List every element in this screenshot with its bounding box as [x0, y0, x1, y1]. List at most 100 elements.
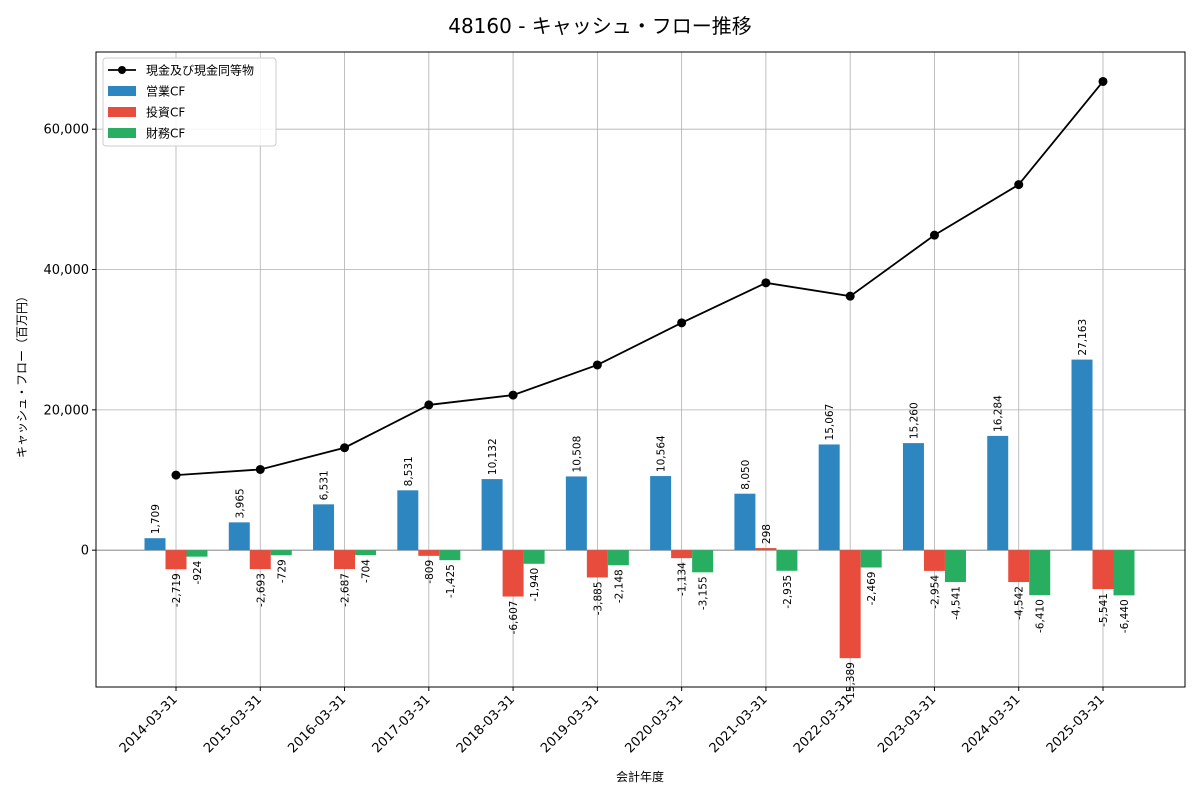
bar-operating [313, 504, 335, 551]
bar-value-label: -6,410 [1035, 599, 1047, 633]
bar-operating [1071, 359, 1093, 551]
bar-financing [523, 550, 545, 564]
cash-equivalents-point [929, 230, 939, 240]
legend-label: 財務CF [146, 126, 185, 141]
bar-operating [818, 444, 840, 551]
bar-value-label: -3,885 [592, 581, 604, 615]
bar-value-label: -729 [276, 559, 288, 583]
bar-financing [439, 550, 461, 561]
bar-value-label: 10,564 [656, 435, 668, 472]
chart-title: 48160 - キャッシュ・フロー推移 [448, 14, 752, 38]
bar-investing [923, 550, 945, 571]
bar-value-label: 6,531 [319, 470, 331, 500]
cash-equivalents-point [424, 400, 434, 410]
bar-investing [502, 550, 524, 597]
y-tick-label: 40,000 [44, 263, 90, 278]
bar-investing [1092, 550, 1114, 590]
bar-series-layer [144, 359, 1135, 659]
y-tick-label: 20,000 [44, 403, 90, 418]
legend-swatch [108, 107, 136, 117]
bar-value-label: 16,284 [993, 395, 1005, 432]
bar-value-label: -2,469 [866, 572, 878, 606]
cash-equivalents-point [171, 470, 181, 480]
bar-value-label: 8,050 [740, 460, 752, 490]
y-axis-label: キャッシュ・フロー（百万円） [15, 290, 29, 458]
bar-financing [270, 550, 292, 556]
bar-financing [355, 550, 377, 556]
axes: 0 20,000 40,000 60,000 2014-03-31 2015-03-31 2… [44, 51, 1186, 756]
bar-value-label: 10,132 [487, 438, 499, 475]
bar-label-layer: 1,709 3,965 6,531 8,531 10,132 10,508 10,564 8,… [150, 319, 1131, 703]
bar-value-label: -704 [361, 559, 373, 583]
bar-value-label: -2,148 [613, 569, 625, 603]
plot-frame [95, 51, 1186, 688]
bar-value-label: -4,541 [950, 586, 962, 620]
x-tick-label: 2018-03-31 [454, 692, 518, 756]
grid-lines [96, 52, 1185, 687]
bar-value-label: -4,542 [1014, 586, 1026, 620]
bar-value-label: -6,440 [1119, 599, 1131, 633]
bar-financing [944, 550, 966, 583]
bar-value-label: 8,531 [403, 456, 415, 486]
bar-value-label: -1,134 [677, 562, 689, 596]
bar-operating [734, 493, 756, 551]
bar-value-label: -1,940 [529, 568, 541, 602]
legend-label: 投資CF [146, 105, 185, 120]
bar-value-label: -3,155 [698, 576, 710, 610]
bar-value-label: -2,693 [255, 573, 267, 607]
cash-equivalents-point [845, 291, 855, 301]
x-tick-label: 2014-03-31 [117, 692, 181, 756]
legend-box [102, 57, 277, 147]
bar-value-label: 1,709 [150, 504, 162, 534]
legend-label: 営業CF [146, 85, 185, 99]
legend-label-cash: 現金及び現金同等物 [146, 63, 254, 78]
bar-investing [586, 550, 608, 578]
cash-equivalents-point [1098, 76, 1108, 86]
bar-operating [144, 538, 166, 551]
bar-investing [418, 550, 440, 556]
cash-equivalents-point [255, 464, 265, 474]
y-tick-label: 60,000 [44, 123, 90, 138]
bar-investing [671, 550, 693, 559]
x-tick-label: 2016-03-31 [285, 692, 349, 756]
bar-value-label: -924 [192, 560, 204, 584]
bar-investing [839, 550, 861, 659]
legend-line-marker [118, 66, 126, 74]
bar-value-label: -6,607 [508, 601, 520, 635]
legend-swatch [108, 86, 136, 96]
bar-value-label: 3,965 [234, 488, 246, 518]
line-series-layer [171, 76, 1108, 480]
x-tick-label: 2019-03-31 [538, 692, 602, 756]
bar-value-label: 15,067 [824, 404, 836, 441]
bar-operating [397, 490, 419, 551]
bar-operating [902, 443, 924, 551]
bar-financing [186, 550, 208, 557]
bar-financing [776, 550, 798, 571]
cash-equivalents-point [1014, 180, 1024, 190]
cash-equivalents-point [592, 360, 602, 370]
bar-financing [860, 550, 882, 568]
bar-investing [334, 550, 356, 570]
x-tick-label: 2024-03-31 [960, 692, 1024, 756]
bar-value-label: -2,687 [340, 573, 352, 607]
x-tick-label: 2021-03-31 [707, 692, 771, 756]
bar-financing [607, 550, 629, 566]
cash-equivalents-point [340, 443, 350, 453]
x-tick-label: 2020-03-31 [622, 692, 686, 756]
bar-financing [1113, 550, 1135, 596]
bar-value-label: -1,425 [445, 564, 457, 598]
bar-investing [755, 548, 777, 551]
x-tick-label: 2022-03-31 [791, 692, 855, 756]
bar-financing [1029, 550, 1051, 596]
bar-investing [1008, 550, 1030, 583]
bar-value-label: -809 [424, 560, 436, 584]
bar-value-label: -2,719 [171, 573, 183, 607]
bar-value-label: -15,389 [845, 662, 857, 703]
bar-investing [165, 550, 187, 570]
bar-value-label: 15,260 [908, 402, 920, 439]
bar-value-label: 27,163 [1077, 319, 1089, 356]
cash-equivalents-point [761, 278, 771, 288]
bar-value-label: -2,935 [782, 575, 794, 609]
y-tick-label: 0 [81, 544, 89, 559]
